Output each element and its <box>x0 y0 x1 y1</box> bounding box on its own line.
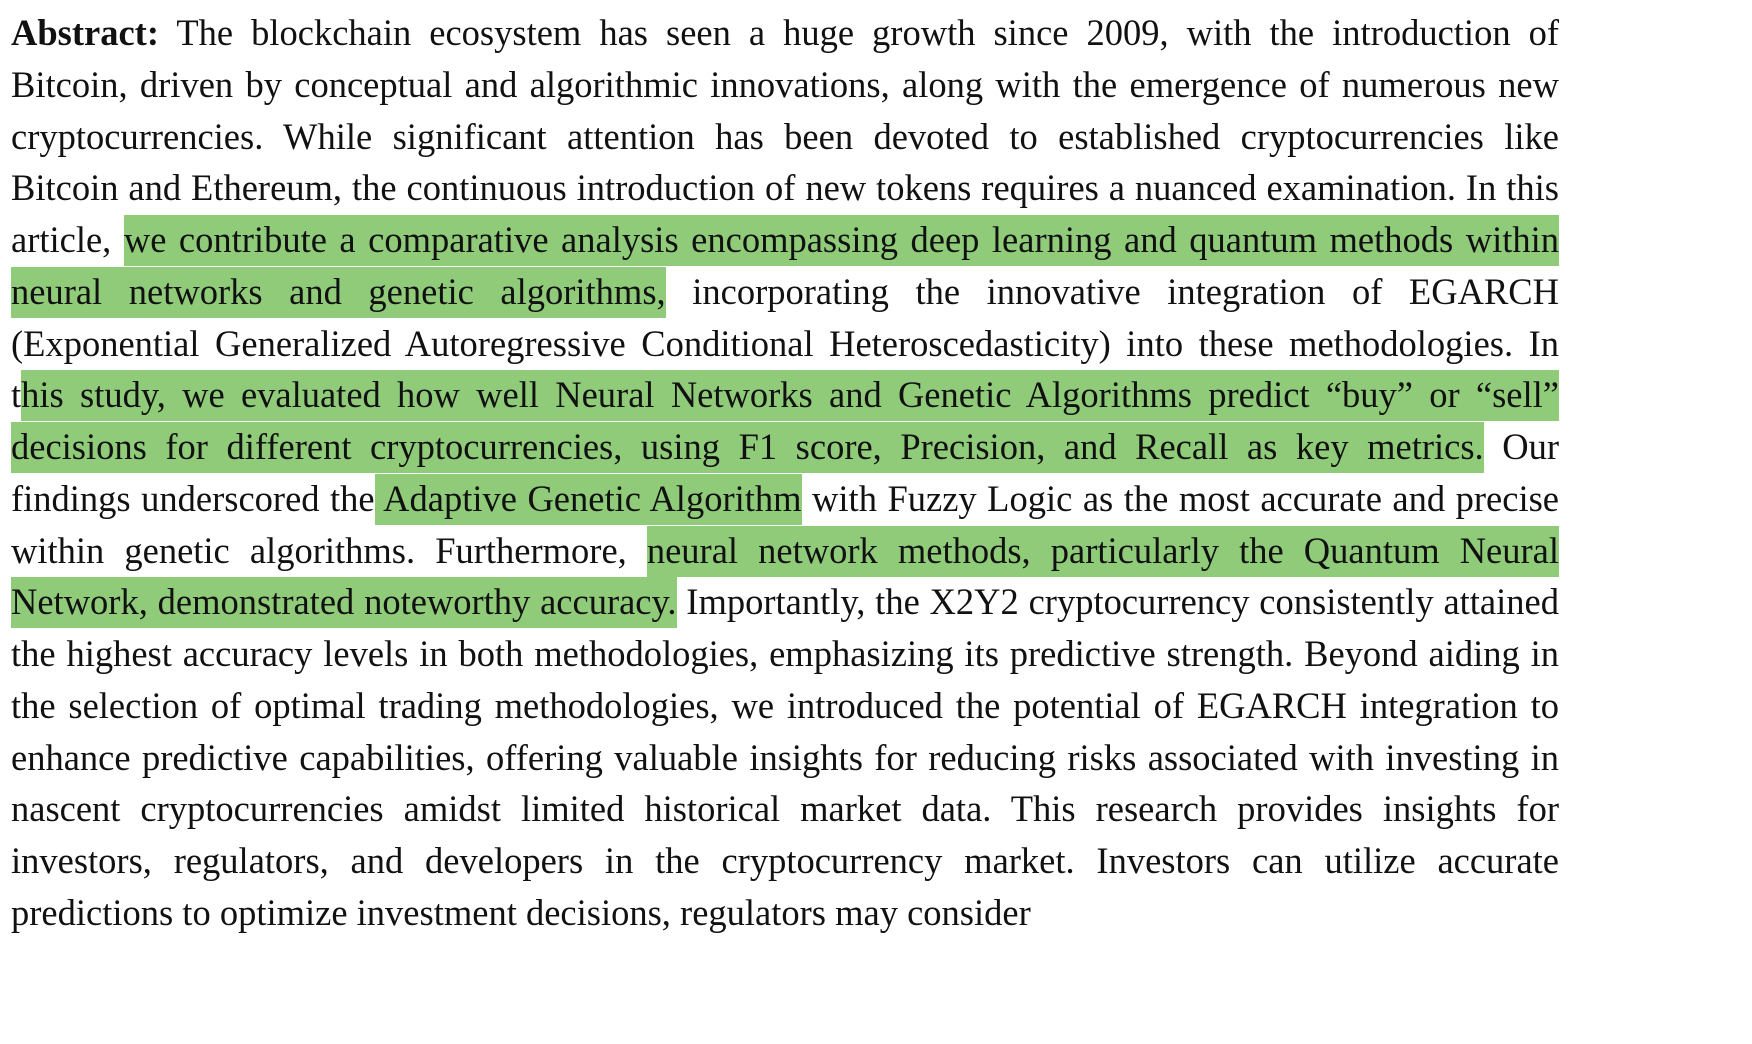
abstract-text-segment: The blockchain ecosystem has seen a huge… <box>11 12 1559 260</box>
highlighted-text-segment: his study, we evaluated how well Neural … <box>11 370 1559 473</box>
abstract-text-segment: incorporating the innovative integration… <box>11 270 1560 416</box>
abstract-label: Abstract: <box>11 12 159 53</box>
abstract-text-segment: Our findings underscored the <box>11 426 1560 519</box>
abstract-paragraph: Abstract: The blockchain ecosystem has s… <box>11 7 1560 939</box>
highlighted-text-segment: Adaptive Genetic Algorithm <box>374 473 802 525</box>
abstract-text-segment: with Fuzzy Logic as the most accurate an… <box>11 477 1559 571</box>
abstract-text-segment: Importantly, the X2Y2 cryptocurrency con… <box>11 581 1559 933</box>
